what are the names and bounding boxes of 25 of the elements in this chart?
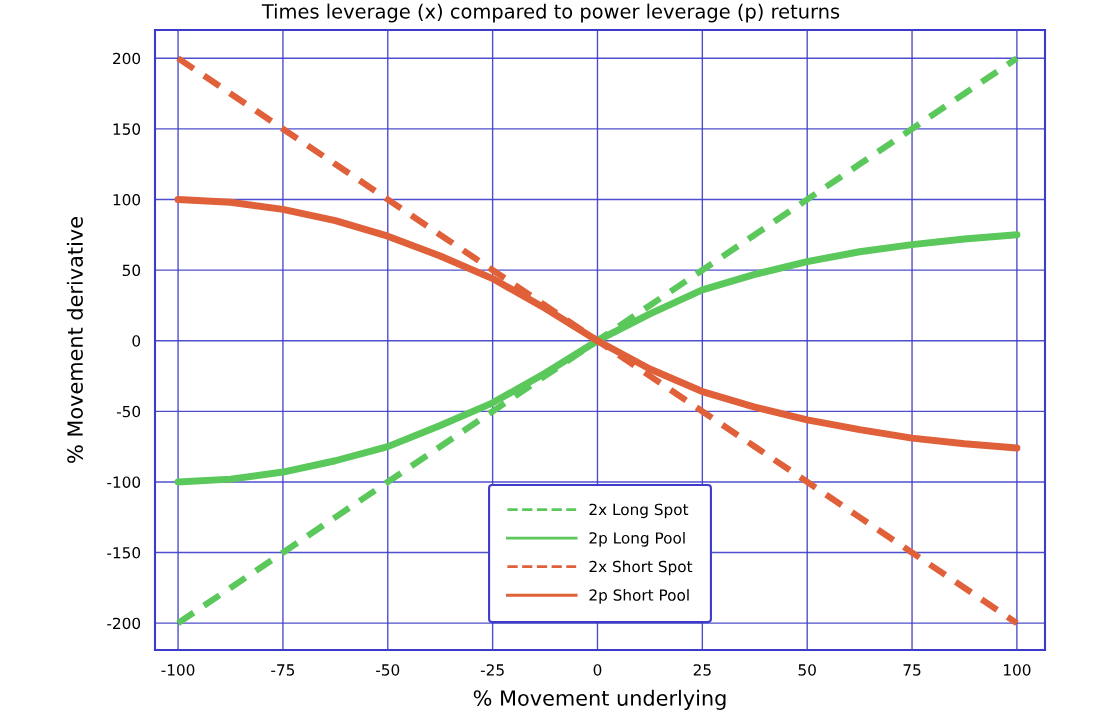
chart-title: Times leverage (x) compared to power leverage (p) returns: [261, 3, 840, 23]
x-tick-label: 25: [693, 664, 711, 676]
x-tick-label: -100: [161, 664, 195, 676]
x-tick-label: -25: [480, 664, 504, 676]
y-tick-label: -150: [107, 547, 141, 559]
legend-label: 2x Long Spot: [589, 503, 689, 519]
x-tick-label: -75: [271, 664, 295, 676]
y-tick-label: 0: [132, 335, 141, 347]
y-tick-label: 150: [113, 123, 141, 135]
x-tick-label: 50: [798, 664, 816, 676]
x-tick-label: 75: [903, 664, 921, 676]
y-axis-title: % Movement derivative: [66, 217, 83, 463]
y-tick-label: 100: [113, 193, 141, 206]
y-tick-label: 200: [113, 52, 141, 65]
y-tick-label: 50: [122, 264, 141, 277]
y-tick-label: -50: [116, 405, 141, 418]
legend-label: 2p Long Pool: [589, 531, 685, 547]
legend-label: 2x Short Spot: [589, 560, 693, 576]
x-axis-title: % Movement underlying: [473, 689, 726, 710]
y-tick-label: -100: [107, 476, 141, 488]
y-tick-label: -200: [107, 617, 141, 630]
x-tick-label: 100: [1004, 664, 1031, 676]
x-tick-label: -50: [376, 664, 400, 676]
legend-label: 2p Short Pool: [589, 588, 689, 604]
x-tick-label: 0: [593, 664, 602, 676]
